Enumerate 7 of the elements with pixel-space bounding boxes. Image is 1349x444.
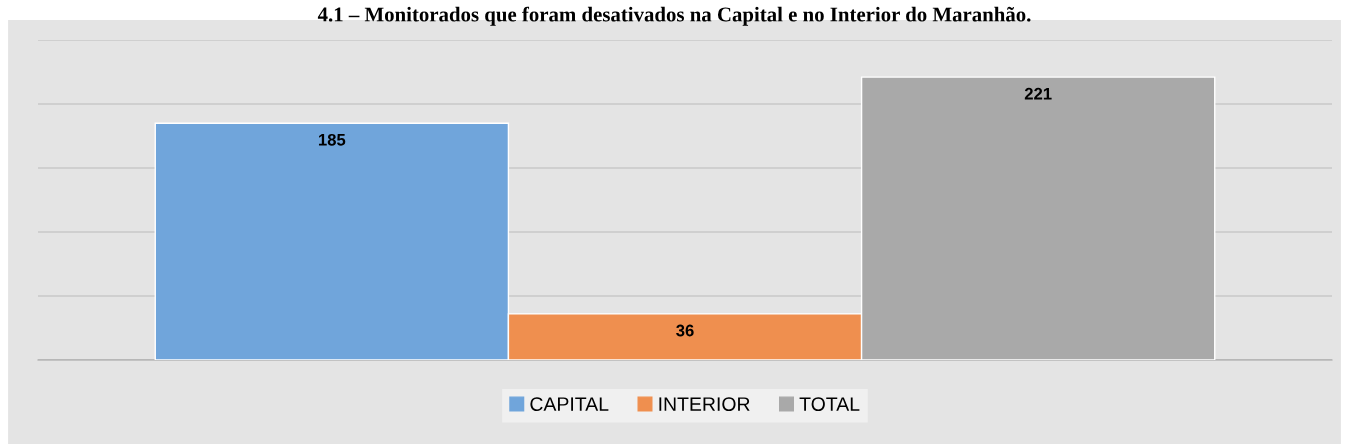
chart-title: 4.1 – Monitorados que foram desativados na Capital e no Interior do Maranhão.: [317, 6, 1031, 26]
data-label: 185: [318, 133, 346, 146]
data-label: 221: [1024, 87, 1052, 100]
legend-label: CAPITAL: [530, 397, 609, 411]
data-label: 36: [676, 324, 694, 337]
legend-label: TOTAL: [799, 397, 860, 411]
legend-label: INTERIOR: [659, 397, 750, 411]
